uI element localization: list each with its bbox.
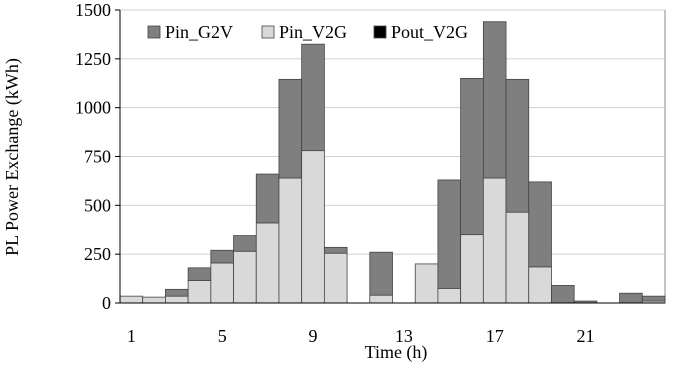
bar-pin-g2v bbox=[233, 235, 257, 252]
x-axis-title: Time (h) bbox=[365, 342, 428, 363]
bar-pin-g2v bbox=[323, 246, 348, 254]
y-tick-label: 500 bbox=[84, 195, 111, 215]
bar-pin-g2v bbox=[619, 292, 643, 304]
bar-pin-v2g bbox=[210, 262, 234, 304]
bar-pin-v2g bbox=[142, 296, 166, 304]
x-tick-label: 1 bbox=[127, 326, 136, 346]
bar-pin-v2g bbox=[482, 177, 507, 304]
bar-pin-v2g bbox=[301, 150, 325, 304]
legend-swatch bbox=[261, 25, 275, 39]
y-tick-label: 0 bbox=[102, 293, 111, 313]
legend-label: Pin_V2G bbox=[279, 22, 347, 42]
bar-pin-g2v bbox=[187, 267, 212, 281]
x-tick-label: 13 bbox=[395, 326, 413, 346]
bar-pin-v2g bbox=[187, 280, 212, 304]
bar-pin-g2v bbox=[505, 78, 530, 213]
bar-pin-v2g bbox=[528, 266, 552, 304]
bar-pin-g2v bbox=[551, 285, 575, 304]
bar-pin-g2v bbox=[528, 181, 552, 268]
legend-label: Pin_G2V bbox=[165, 22, 233, 42]
y-tick-label: 1000 bbox=[75, 98, 111, 118]
legend: Pin_G2V Pin_V2G Pout_V2G bbox=[147, 22, 468, 42]
x-tick-labels: 1 5 9 13 17 21 bbox=[127, 326, 595, 346]
bar-pin-g2v bbox=[210, 249, 234, 264]
bar-pin-g2v bbox=[460, 77, 484, 236]
legend-swatch bbox=[373, 25, 387, 39]
bar-pin-v2g bbox=[278, 177, 303, 304]
bar-pin-g2v bbox=[482, 21, 507, 179]
x-tick-label: 9 bbox=[309, 326, 318, 346]
bar-pin-g2v bbox=[437, 179, 462, 289]
y-tick-label: 1500 bbox=[75, 0, 111, 20]
y-tick-label: 750 bbox=[84, 147, 111, 167]
bars bbox=[119, 21, 666, 304]
bar-pin-v2g bbox=[460, 234, 484, 304]
y-axis-title: PL Power Exchange (kWh) bbox=[2, 58, 23, 256]
bar-pin-v2g bbox=[323, 252, 348, 304]
bar-pin-v2g bbox=[255, 222, 280, 304]
axes bbox=[115, 9, 665, 304]
bar-pin-v2g bbox=[233, 250, 257, 304]
bar-pin-g2v bbox=[301, 43, 325, 152]
x-tick-label: 17 bbox=[486, 326, 504, 346]
bar-pin-g2v bbox=[165, 288, 189, 297]
bar-pin-v2g bbox=[505, 211, 530, 304]
bar-pin-g2v bbox=[369, 251, 393, 296]
x-tick-label: 5 bbox=[218, 326, 227, 346]
bar-pin-v2g bbox=[165, 295, 189, 304]
bar-pin-v2g bbox=[414, 263, 439, 304]
bar-pin-v2g bbox=[119, 295, 144, 304]
bar-pin-v2g bbox=[437, 287, 462, 304]
y-tick-label: 250 bbox=[84, 244, 111, 264]
y-tick-label: 1250 bbox=[75, 49, 111, 69]
legend-swatch bbox=[147, 25, 161, 39]
bar-pin-g2v bbox=[641, 295, 666, 302]
x-tick-label: 21 bbox=[577, 326, 595, 346]
y-tick-labels: 0 250 500 750 1000 1250 1500 bbox=[75, 0, 111, 313]
bar-pin-g2v bbox=[255, 173, 280, 224]
bar-pin-v2g bbox=[369, 294, 393, 304]
bar-pin-g2v bbox=[278, 78, 303, 179]
legend-label: Pout_V2G bbox=[391, 22, 468, 42]
